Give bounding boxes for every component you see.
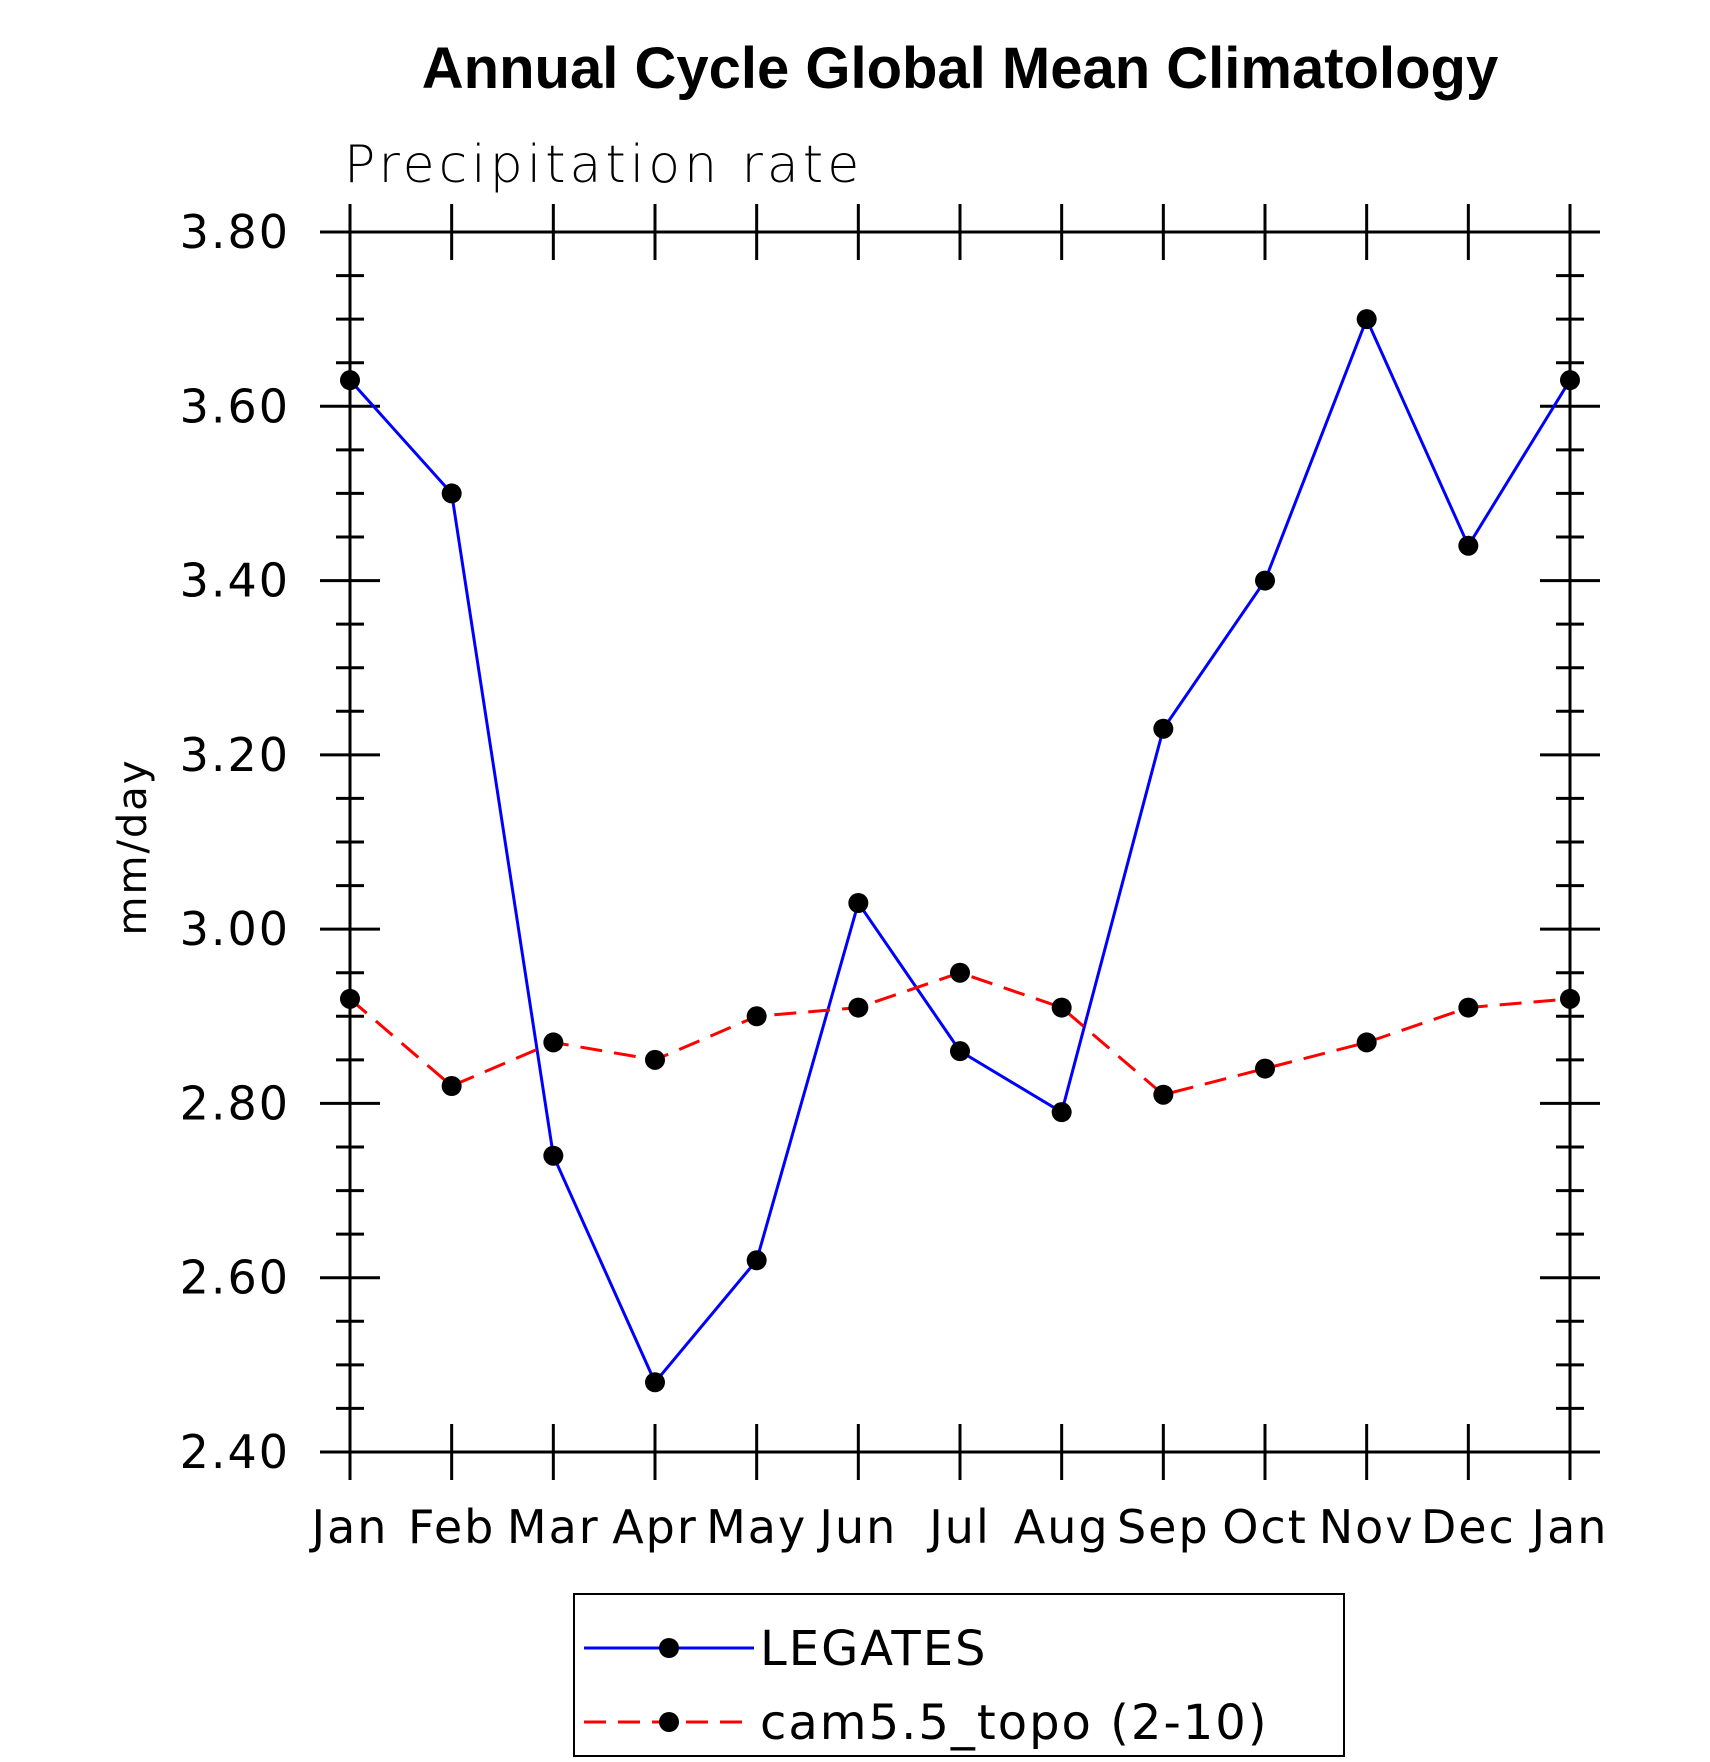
series-1	[340, 309, 1580, 1393]
series-layer	[340, 309, 1580, 1393]
data-point	[1153, 1084, 1174, 1105]
data-point	[1255, 570, 1275, 591]
legend-swatch-marker	[659, 1712, 679, 1732]
y-tick-label: 2.60	[180, 1251, 290, 1305]
plot-frame	[348, 230, 1572, 1454]
x-tick-label: Jan	[1529, 1500, 1609, 1554]
y-tick-label: 3.20	[180, 728, 290, 782]
data-point	[1458, 997, 1479, 1018]
y-tick-label: 3.60	[180, 379, 290, 433]
data-point	[645, 1049, 665, 1070]
x-tick-label: May	[706, 1500, 807, 1554]
x-tick-label: Oct	[1222, 1500, 1308, 1554]
data-point	[340, 988, 360, 1009]
x-tick-label: Mar	[507, 1500, 600, 1554]
legend-label: cam5.5_topo (2-10)	[760, 1695, 1269, 1751]
x-tick-label: Nov	[1319, 1500, 1415, 1554]
data-point	[340, 370, 360, 391]
y-tick-label: 3.80	[180, 205, 290, 259]
legend: LEGATES cam5.5_topo (2-10)	[573, 1593, 1345, 1757]
x-tick-label: Jan	[309, 1500, 389, 1554]
legend-swatch-marker	[659, 1638, 679, 1658]
x-tick-label: Aug	[1014, 1500, 1110, 1554]
data-point	[645, 1372, 665, 1393]
data-point	[1051, 997, 1072, 1018]
data-point	[1560, 370, 1580, 391]
series-line	[349, 971, 1571, 1097]
data-point	[441, 1076, 462, 1096]
data-point	[1051, 1102, 1072, 1123]
data-point	[1560, 988, 1580, 1009]
legend-label: LEGATES	[760, 1621, 988, 1677]
chart-subtitle: Precipitation rate	[344, 135, 863, 195]
x-tick-label: Jun	[816, 1500, 897, 1554]
data-point	[848, 893, 869, 913]
data-point	[746, 1006, 767, 1027]
data-point	[543, 1032, 564, 1053]
data-point	[1255, 1058, 1275, 1079]
x-tick-label: Sep	[1117, 1500, 1210, 1554]
x-tick-label: Apr	[612, 1500, 698, 1554]
data-point	[848, 997, 869, 1018]
chart-title: Annual Cycle Global Mean Climatology	[422, 36, 1498, 101]
data-point	[950, 962, 970, 983]
y-tick-label: 2.40	[180, 1425, 290, 1479]
y-tick-label: 2.80	[180, 1076, 290, 1130]
data-point	[441, 483, 462, 504]
x-tick-label: Dec	[1421, 1500, 1516, 1554]
series-line	[348, 315, 1572, 1386]
data-point	[1153, 718, 1174, 739]
x-tick-label: Feb	[408, 1500, 495, 1554]
data-point	[1356, 1032, 1377, 1053]
data-point	[1356, 309, 1377, 330]
y-axis-label: mm/day	[110, 759, 156, 936]
data-point	[950, 1041, 970, 1062]
y-tick-label: 3.00	[180, 902, 290, 956]
data-point	[746, 1250, 767, 1271]
y-tick-label: 3.40	[180, 554, 290, 608]
x-tick-label: Jul	[926, 1500, 991, 1554]
series-2	[340, 962, 1580, 1105]
data-point	[1458, 535, 1479, 556]
data-point	[543, 1145, 564, 1166]
legend-box	[573, 1593, 1345, 1757]
